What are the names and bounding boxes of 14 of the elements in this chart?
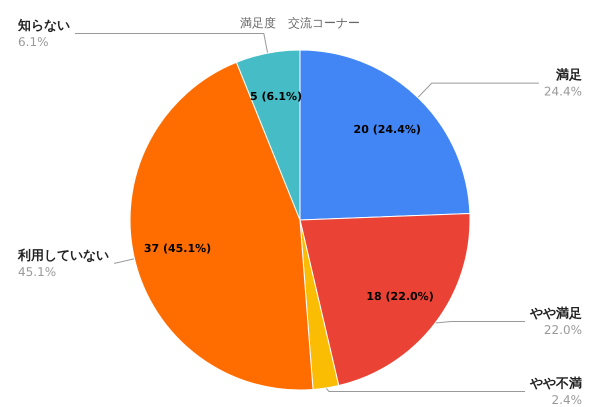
data-label: 18 (22.0%) [366,290,434,303]
text: 22.0% [544,323,582,338]
text: 45.1% [18,264,56,279]
slice-label: 知らない [17,18,70,34]
chart-title: 満足度 交流コーナー [240,16,360,30]
slice-label: やや満足 [529,306,582,322]
slice-label: 満足 [555,68,582,84]
slice-label: やや不満 [529,376,582,392]
data-label: 37 (45.1%) [144,242,212,256]
data-label: 20 (24.4%) [354,122,421,136]
text: 6.1% [18,34,48,49]
slice-label: 利用していない [17,247,109,264]
text: 24.4% [544,84,582,99]
text: 2.4% [552,393,582,407]
